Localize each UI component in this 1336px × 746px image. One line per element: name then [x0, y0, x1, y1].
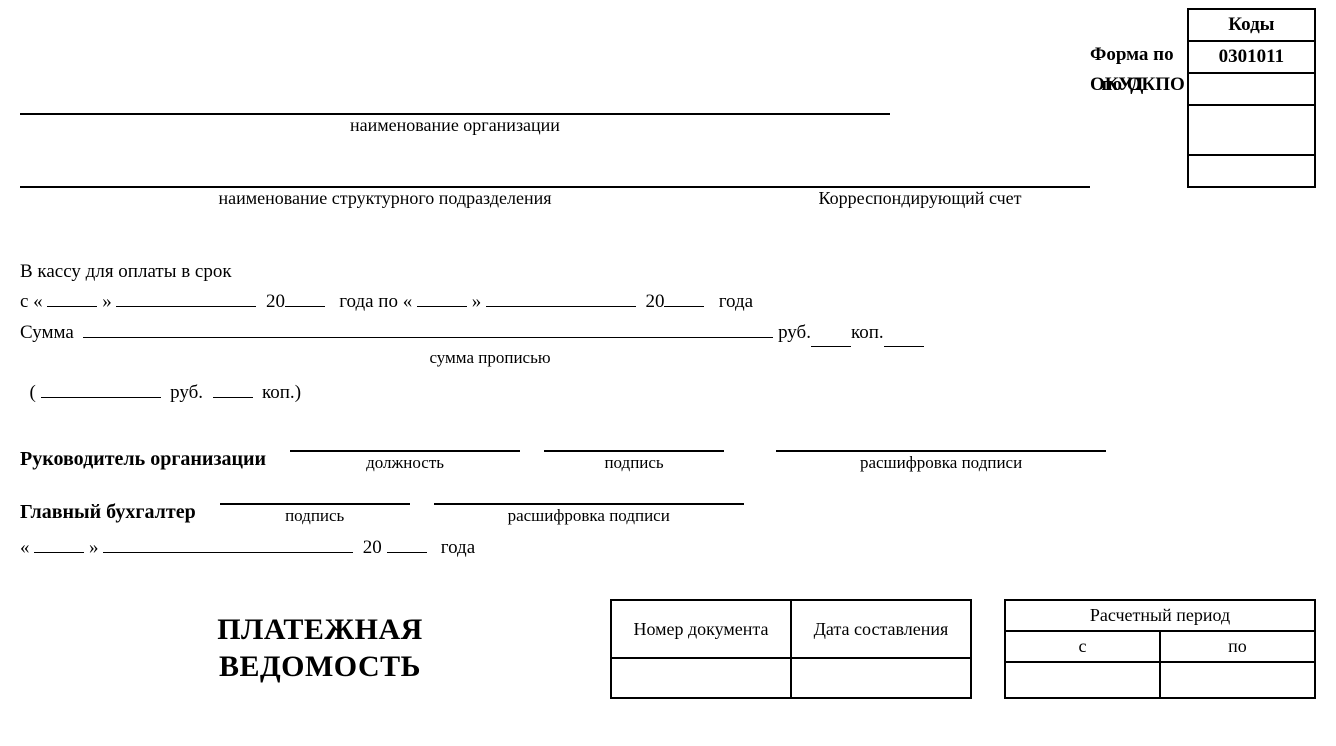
date-quote-open: « — [20, 537, 30, 558]
head-sign-line — [544, 430, 724, 452]
codes-labels: Форма по ОКУД по ОКПО — [1090, 8, 1187, 100]
sign-year-suffix: года — [441, 537, 475, 558]
kassa-line1: В кассу для оплаты в срок — [20, 257, 1316, 286]
kop-label-1: коп. — [851, 318, 884, 347]
sign-caption-2: подпись — [285, 506, 344, 526]
sign-date-row: « » 20 года — [20, 532, 1316, 559]
docnum-val2 — [791, 658, 971, 697]
date-quote-close: » — [89, 537, 99, 558]
org-name-line — [20, 93, 890, 115]
kassa-block: В кассу для оплаты в срок с « » 20 года … — [20, 257, 1316, 408]
corr-account-caption: Корреспондирующий счет — [750, 188, 1090, 209]
okud-label: Форма по ОКУД — [1090, 40, 1185, 70]
rub-num-field — [41, 377, 161, 398]
kop-blank — [884, 326, 924, 347]
decode-caption-2: расшифровка подписи — [508, 506, 670, 526]
sum-numeric-row: ( руб. коп.) — [20, 377, 1316, 407]
rub-blank — [811, 326, 851, 347]
period-table: Расчетный период с по — [1004, 599, 1316, 699]
acct-sign-line — [220, 483, 410, 505]
org-fields: наименование организации наименование ст… — [20, 8, 1090, 209]
sum-label: Сумма — [20, 318, 74, 347]
title-line2: ВЕДОМОСТЬ — [140, 648, 500, 686]
acct-sign-slot: подпись — [220, 483, 410, 526]
docnum-table: Номер документа Дата составления — [610, 599, 972, 699]
period-from-label: с — [1005, 631, 1160, 662]
docnum-val1 — [611, 658, 791, 697]
period-to-val — [1160, 662, 1315, 698]
bottom-row: ПЛАТЕЖНАЯ ВЕДОМОСТЬ Номер документа Дата… — [20, 599, 1316, 699]
docnum-col1: Номер документа — [611, 600, 791, 659]
rub-label-2: руб. — [170, 382, 203, 403]
head-post-slot: должность — [290, 430, 520, 473]
title-line1: ПЛАТЕЖНАЯ — [140, 611, 500, 649]
sign-year20: 20 — [363, 537, 382, 558]
codes-table: Коды 0301011 — [1187, 8, 1316, 188]
head-decode-line — [776, 430, 1106, 452]
sum-line: Сумма руб. коп. — [20, 317, 1316, 347]
head-sign-slot: подпись — [544, 430, 724, 473]
post-caption: должность — [366, 453, 444, 473]
accountant-label: Главный бухгалтер — [20, 501, 196, 526]
codes-extra1 — [1188, 105, 1315, 155]
from-year-field — [285, 286, 325, 307]
kassa-date-range: с « » 20 года по « » 20 года — [20, 286, 1316, 316]
sign-day-field — [34, 532, 84, 553]
from-day-field — [47, 286, 97, 307]
sign-caption-1: подпись — [604, 453, 663, 473]
paren-open: ( — [30, 382, 36, 403]
codes-header: Коды — [1188, 9, 1315, 41]
codes-extra2 — [1188, 155, 1315, 187]
to-day-field — [417, 286, 467, 307]
to-prefix: года по « — [339, 291, 412, 312]
okpo-label: по ОКПО — [1102, 70, 1185, 100]
rub-label-1: руб. — [778, 318, 811, 347]
year-suffix-1: года — [719, 291, 753, 312]
to-month-field — [486, 286, 636, 307]
year20-2: 20 — [645, 291, 664, 312]
year20-1: 20 — [266, 291, 285, 312]
codes-block: Форма по ОКУД по ОКПО Коды 0301011 — [1090, 8, 1316, 188]
acct-decode-slot: расшифровка подписи — [434, 483, 744, 526]
head-label: Руководитель организации — [20, 448, 266, 473]
kop-label-2: коп. — [262, 382, 295, 403]
sum-words-field — [83, 317, 773, 338]
org-dept-line — [20, 166, 1090, 188]
to-year-field — [664, 286, 704, 307]
okpo-value — [1188, 73, 1315, 105]
acct-decode-line — [434, 483, 744, 505]
period-to-label: по — [1160, 631, 1315, 662]
docnum-col2: Дата составления — [791, 600, 971, 659]
head-signature-row: Руководитель организации должность подпи… — [20, 430, 1316, 473]
quote-close-2: » — [472, 291, 482, 312]
org-name-caption: наименование организации — [20, 115, 890, 136]
org-name-row: наименование организации — [20, 93, 1090, 136]
okud-value: 0301011 — [1188, 41, 1315, 73]
header-region: наименование организации наименование ст… — [20, 8, 1316, 209]
mini-tables: Номер документа Дата составления Расчетн… — [610, 599, 1316, 699]
head-post-line — [290, 430, 520, 452]
from-prefix: с « — [20, 291, 43, 312]
sign-year-field — [387, 532, 427, 553]
document-title: ПЛАТЕЖНАЯ ВЕДОМОСТЬ — [20, 599, 500, 686]
sum-caption: сумма прописью — [90, 345, 890, 371]
period-header: Расчетный период — [1005, 600, 1315, 631]
org-dept-captions: наименование структурного подразделения … — [20, 188, 1090, 209]
decode-caption-1: расшифровка подписи — [860, 453, 1022, 473]
sign-month-field — [103, 532, 353, 553]
quote-close-1: » — [102, 291, 112, 312]
head-decode-slot: расшифровка подписи — [776, 430, 1106, 473]
org-dept-caption: наименование структурного подразделения — [20, 188, 750, 209]
accountant-row: Главный бухгалтер подпись расшифровка по… — [20, 483, 1316, 526]
org-dept-row — [20, 166, 1090, 188]
period-from-val — [1005, 662, 1160, 698]
kop-num-field — [213, 377, 253, 398]
paren-close: ) — [295, 382, 301, 403]
from-month-field — [116, 286, 256, 307]
